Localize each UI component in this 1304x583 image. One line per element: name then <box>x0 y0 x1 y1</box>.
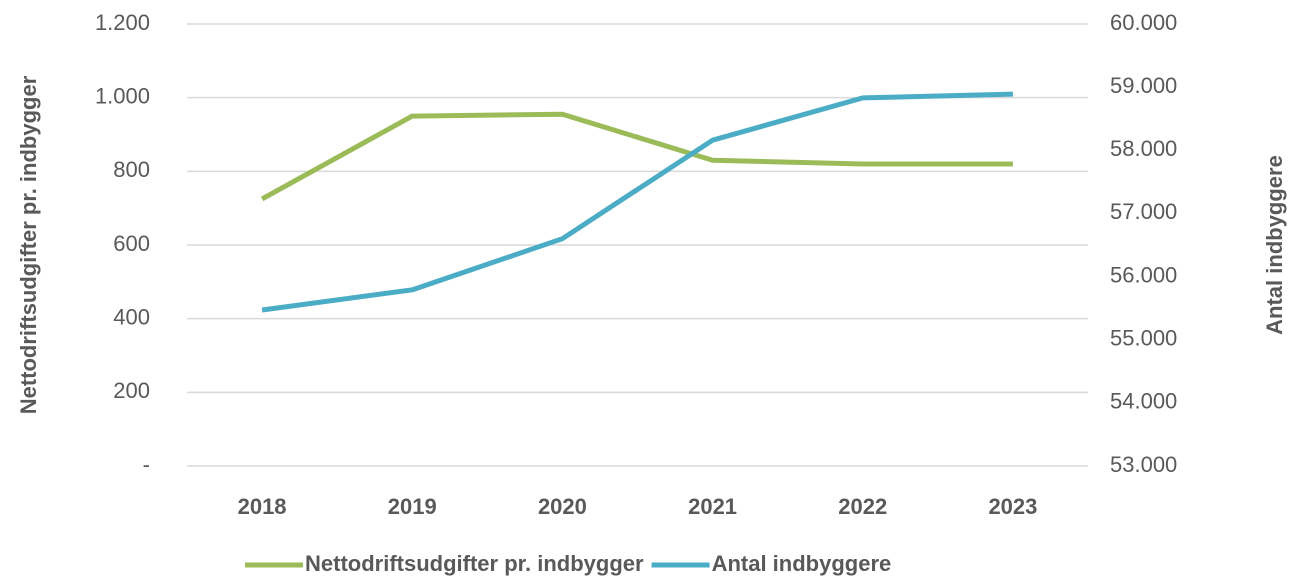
y2-tick-label: 57.000 <box>1110 199 1177 224</box>
y2-tick-label: 54.000 <box>1110 389 1177 414</box>
y2-tick-label: 56.000 <box>1110 262 1177 287</box>
y-tick-label: 1.000 <box>95 83 150 108</box>
y2-axis-title: Antal indbyggere <box>1262 155 1287 335</box>
y-tick-label: - <box>143 452 150 477</box>
x-tick-label: 2019 <box>388 494 437 519</box>
y-axis-title: Nettodriftsudgifter pr. indbygger <box>16 75 41 414</box>
y2-tick-label: 55.000 <box>1110 326 1177 351</box>
y-tick-label: 800 <box>113 157 150 182</box>
series-line <box>261 91 1013 313</box>
y-tick-label: 600 <box>113 231 150 256</box>
x-tick-label: 2020 <box>538 494 587 519</box>
x-tick-label: 2018 <box>238 494 287 519</box>
y-tick-label: 400 <box>113 304 150 329</box>
y-tick-label: 200 <box>113 378 150 403</box>
y2-tick-label: 59.000 <box>1110 73 1177 98</box>
y-tick-label: 1.200 <box>95 10 150 35</box>
x-tick-label: 2022 <box>838 494 887 519</box>
y2-tick-label: 60.000 <box>1110 10 1177 35</box>
legend-label: Antal indbyggere <box>712 551 892 576</box>
y2-tick-label: 53.000 <box>1110 452 1177 477</box>
y2-tick-label: 58.000 <box>1110 136 1177 161</box>
legend-label: Nettodriftsudgifter pr. indbygger <box>305 551 644 576</box>
series-line <box>260 111 1013 202</box>
x-tick-label: 2021 <box>688 494 737 519</box>
x-tick-label: 2023 <box>988 494 1037 519</box>
